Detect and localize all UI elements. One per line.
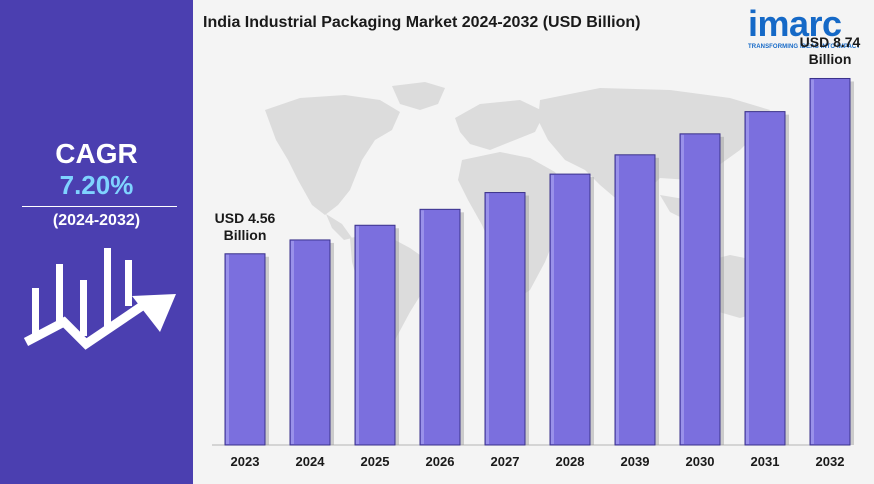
map-europe (455, 100, 545, 150)
growth-icon-bar-1 (32, 288, 39, 340)
data-label-2023: USD 4.56 Billion (200, 210, 290, 244)
bar-highlight (811, 79, 814, 444)
growth-icon-bar-2 (56, 264, 63, 326)
growth-icon-bar-5 (125, 260, 132, 306)
bar-2028 (549, 173, 591, 446)
bar-2025 (354, 224, 396, 446)
bar-2023 (224, 253, 266, 446)
data-label-2032: USD 8.74 Billion (785, 34, 874, 68)
x-tick-label: 2032 (816, 454, 845, 469)
cagr-panel: CAGR 7.20% (2024-2032) (0, 0, 193, 484)
x-tick-labels: 2023 2024 2025 2026 2027 2028 2039 2030 2031 2032 (231, 454, 845, 469)
bars-layer (224, 77, 854, 446)
x-tick-label: 2039 (621, 454, 650, 469)
bar-highlight (226, 254, 229, 444)
map-asia (538, 88, 770, 202)
data-label-line: USD 8.74 (799, 34, 861, 51)
x-tick-label: 2031 (751, 454, 780, 469)
growth-icon-arrow-line (23, 298, 151, 350)
map-greenland (392, 82, 445, 110)
bar-highlight (291, 240, 294, 444)
bar-highlight (616, 155, 619, 444)
bar-highlight (356, 226, 359, 444)
bar-2026 (419, 208, 461, 446)
x-tick-label: 2027 (491, 454, 520, 469)
x-tick-label: 2026 (426, 454, 455, 469)
data-label-line: Billion (808, 51, 852, 68)
bar-highlight (746, 112, 749, 444)
bar-2031 (744, 111, 786, 446)
bar-2039 (614, 154, 656, 446)
growth-icon-bar-3 (80, 280, 87, 336)
bar-highlight (681, 134, 684, 444)
bar-2030 (679, 133, 721, 446)
data-label-line: USD 4.56 (214, 209, 276, 226)
imarc-logo: imarc TRANSFORMING IDEAS INTO IMPACT (742, 2, 870, 56)
cagr-period: (2024-2032) (52, 212, 141, 229)
cagr-label: CAGR (55, 138, 138, 169)
cagr-divider (22, 206, 177, 207)
map-north-america (265, 95, 400, 215)
data-label-line: Billion (223, 226, 267, 243)
bar-chart: 2023 2024 2025 2026 2027 2028 2039 2030 2031 2032 (212, 77, 854, 469)
x-tick-label: 2024 (296, 454, 326, 469)
growth-icon-arrow-head (132, 294, 176, 332)
growth-icon-bar-4 (104, 248, 111, 328)
bar-highlight (486, 193, 489, 444)
logo-wordmark: imarc (748, 3, 842, 44)
bar-2032 (809, 77, 851, 446)
bar-highlight (421, 210, 424, 444)
chart-title: India Industrial Packaging Market 2024-2… (203, 14, 641, 31)
x-tick-label: 2023 (231, 454, 260, 469)
x-tick-label: 2028 (556, 454, 585, 469)
x-tick-label: 2030 (686, 454, 715, 469)
x-tick-label: 2025 (361, 454, 390, 469)
cagr-value: 7.20% (59, 170, 134, 200)
logo-tagline: TRANSFORMING IDEAS INTO IMPACT (748, 44, 861, 50)
bar-2024 (289, 239, 331, 446)
bar-2027 (484, 192, 526, 446)
map-central-america (326, 214, 352, 240)
growth-chart-icon (23, 248, 176, 350)
bar-highlight (551, 175, 554, 444)
